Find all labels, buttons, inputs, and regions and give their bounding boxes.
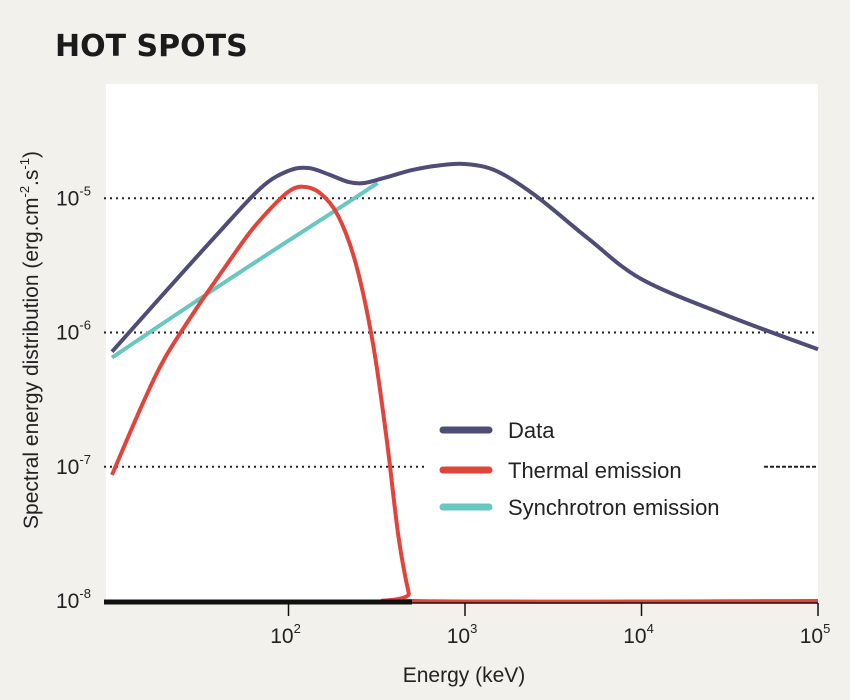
x-tick-labels: 102 103 104 105 — [270, 621, 830, 648]
y-axis-label-exp2: -1 — [17, 158, 32, 170]
y-tick-labels: 10-5 10-6 10-7 10-8 — [56, 183, 91, 613]
y-tick-label-3: 10-8 — [56, 586, 91, 613]
axes — [104, 599, 819, 616]
legend-label-0: Data — [508, 418, 555, 443]
legend: Data Thermal emission Synchrotron emission — [425, 405, 818, 525]
chart-title: HOT SPOTS — [55, 29, 248, 64]
x-tick-label-0: 102 — [270, 621, 301, 648]
y-axis-label-base: Spectral energy distribution (erg.cm — [20, 197, 43, 528]
series-line-synchrotron-emission — [110, 181, 379, 360]
y-tick-label-1: 10-6 — [56, 318, 91, 345]
legend-label-2: Synchrotron emission — [508, 495, 720, 520]
y-axis-label: Spectral energy distribution (erg.cm-2.s… — [17, 151, 43, 529]
y-axis-label-end: ) — [20, 151, 43, 158]
y-tick-label-2: 10-7 — [56, 452, 91, 479]
x-tick-label-1: 103 — [447, 621, 478, 648]
x-axis-label: Energy (keV) — [403, 664, 526, 687]
legend-label-1: Thermal emission — [508, 458, 682, 483]
series-line-data — [110, 161, 819, 354]
y-tick-label-0: 10-5 — [56, 183, 91, 210]
x-tick-label-2: 104 — [623, 621, 654, 648]
y-axis-label-mid: .s — [20, 170, 43, 186]
x-tick-label-3: 105 — [800, 621, 831, 648]
y-axis-label-exp1: -2 — [17, 186, 32, 198]
